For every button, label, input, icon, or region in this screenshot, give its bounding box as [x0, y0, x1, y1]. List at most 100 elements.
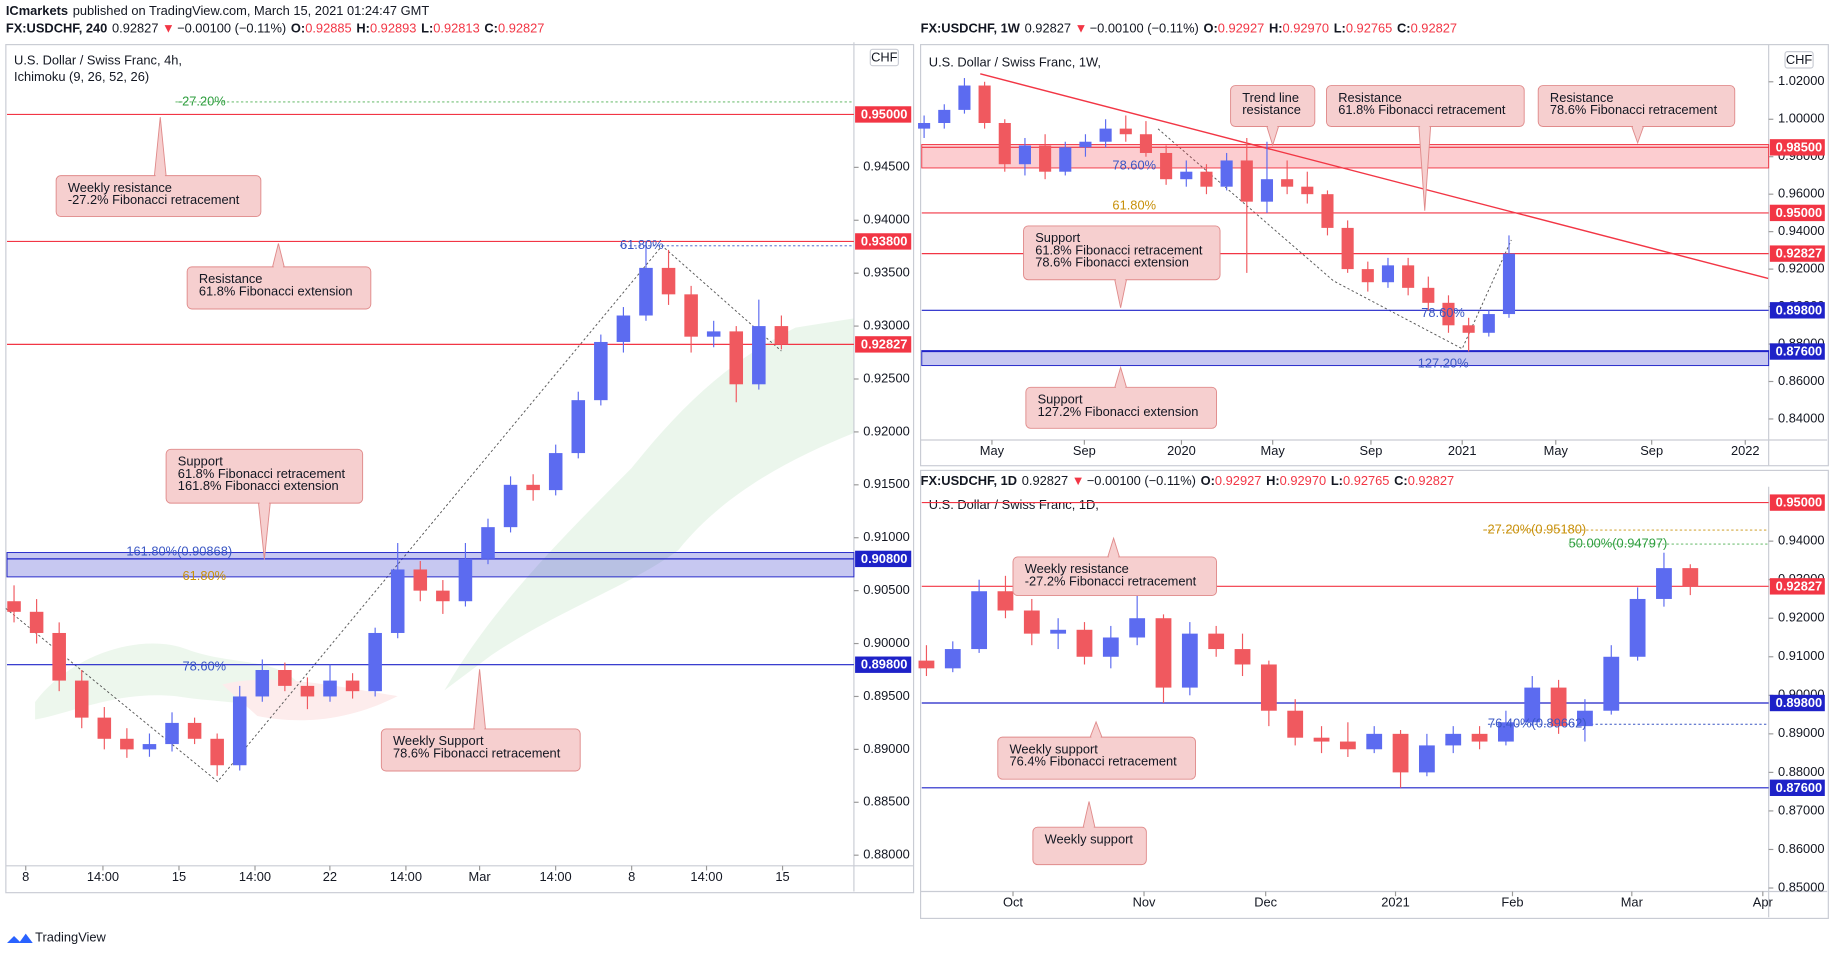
symbol-line: FX:USDCHF, 1D 0.92827 ▼ −0.00100 (−0.11%) O:…: [921, 473, 1455, 488]
candle-body: [142, 744, 157, 750]
callout-pointer: [1631, 126, 1644, 145]
fib-label: 78.60%: [182, 658, 226, 673]
symbol: FX:USDCHF, 240: [6, 21, 107, 36]
chart: FX:USDCHF, 1W 0.92827 ▼ −0.00100 (−0.11%) O:…: [918, 21, 1828, 466]
logo-icon: [7, 933, 33, 943]
ohlc-label: O:: [1203, 21, 1217, 36]
candle-body: [368, 632, 382, 692]
candle-body: [616, 315, 631, 342]
candle-body: [278, 670, 292, 686]
callout-text: Resistance: [1338, 90, 1402, 105]
level-label-box: [1769, 494, 1825, 511]
y-tick-label: 0.89000: [1778, 725, 1824, 740]
candle-body: [1102, 637, 1119, 657]
candle-body: [958, 85, 971, 110]
candle-body: [1139, 134, 1153, 153]
level-label-box: [1769, 343, 1825, 360]
header: ICmarkets published on TradingView.com, M…: [6, 3, 429, 18]
level-zone: [6, 552, 855, 578]
y-tick-label: 0.88500: [863, 794, 909, 809]
x-tick-label: Sep: [1360, 443, 1383, 458]
symbol: FX:USDCHF, 1D: [921, 473, 1017, 488]
ohlc-label: L:: [421, 21, 433, 36]
y-tick-label: 0.88000: [1778, 764, 1824, 779]
level-label-box: [1769, 204, 1825, 222]
y-tick-label: 0.86000: [1778, 373, 1824, 388]
candle-body: [944, 649, 961, 669]
fib-label: 161.80%(0.90868): [126, 544, 232, 559]
callout-pointer: [1089, 720, 1103, 738]
level-label: 0.95000: [1776, 205, 1822, 220]
candle-body: [1462, 325, 1475, 333]
candle-body: [1445, 733, 1462, 746]
callout-pointer: [473, 669, 486, 729]
candle-body: [481, 527, 495, 559]
footer-logo: TradingView: [7, 930, 107, 945]
fib-label: -27.20%(0.95180): [1483, 521, 1586, 536]
candle-body: [661, 267, 676, 295]
callout-text: 161.8% Fibonacci extension: [178, 478, 339, 493]
candle-body: [97, 717, 112, 739]
y-tick-label: 0.86000: [1778, 841, 1824, 856]
candle-body: [639, 267, 653, 316]
candle-body: [1550, 687, 1567, 727]
arrow: ▼: [1075, 21, 1088, 36]
callout-text: 61.8% Fibonacci retracement: [1338, 102, 1506, 117]
ohlc-value: 0.92827: [498, 21, 544, 36]
y-tick-label: 0.94000: [863, 212, 909, 227]
callout-text: 61.8% Fibonacci retracement: [178, 466, 346, 481]
y-tick-label: 0.94000: [1778, 223, 1824, 238]
level-label-box: [1769, 779, 1825, 796]
brand: TradingView: [35, 930, 106, 945]
candle-body: [997, 591, 1014, 611]
x-tick-label: 2021: [1381, 895, 1410, 910]
candle-body: [1076, 629, 1093, 657]
candle-body: [1059, 147, 1072, 172]
currency: CHF: [1786, 52, 1813, 67]
candle-body: [971, 591, 988, 650]
candle-body: [1160, 152, 1173, 180]
callout-text: Support: [1035, 230, 1080, 245]
candle-body: [1240, 160, 1253, 202]
ohlc-label: L:: [1331, 473, 1343, 488]
candle-body: [1301, 186, 1314, 195]
price: 0.92827: [1025, 21, 1071, 36]
fib-label: 78.60%: [1112, 158, 1156, 173]
callout-text: Weekly support: [1009, 741, 1098, 756]
fib-label: -27.20%: [178, 93, 226, 108]
y-tick-label: 0.85000: [1778, 879, 1824, 894]
candle-body: [1220, 160, 1233, 187]
x-tick-label: 15: [172, 869, 186, 884]
candle-body: [165, 722, 179, 745]
callout-text: 78.6% Fibonacci retracement: [1550, 102, 1718, 117]
callout-pointer: [272, 243, 285, 267]
candle-body: [1577, 710, 1593, 727]
candle-body: [1656, 568, 1672, 599]
candle-body: [978, 85, 991, 123]
ohlc-value: 0.92893: [370, 21, 416, 36]
candle-body: [187, 722, 202, 739]
candle-body: [1381, 265, 1395, 283]
candle-body: [74, 680, 89, 718]
candle-body: [1260, 664, 1277, 711]
currency: CHF: [871, 49, 898, 64]
candle-body: [752, 326, 766, 385]
x-tick-label: 8: [628, 869, 635, 884]
ohlc-value: 0.92885: [305, 21, 351, 36]
level-label-box: [1769, 694, 1825, 712]
candle-body: [1200, 171, 1213, 187]
ohlc-label: L:: [1334, 21, 1346, 36]
x-tick-label: May: [980, 443, 1005, 458]
candle-body: [1099, 128, 1112, 142]
chart: FX:USDCHF, 240 0.92827 ▼ −0.00100 (−0.11%) O…: [6, 21, 914, 892]
ohlc-label: O:: [1201, 473, 1215, 488]
candle-body: [1682, 568, 1699, 587]
ohlc-value: 0.92927: [1218, 21, 1264, 36]
ohlc-value: 0.92827: [1408, 473, 1454, 488]
x-tick-label: 2021: [1448, 443, 1477, 458]
callout-text: 61.8% Fibonacci extension: [199, 283, 353, 298]
level-label: 0.89800: [1776, 302, 1822, 317]
candle-body: [1181, 633, 1198, 688]
x-tick-label: Sep: [1640, 443, 1663, 458]
level-label: 0.87600: [1776, 343, 1822, 358]
